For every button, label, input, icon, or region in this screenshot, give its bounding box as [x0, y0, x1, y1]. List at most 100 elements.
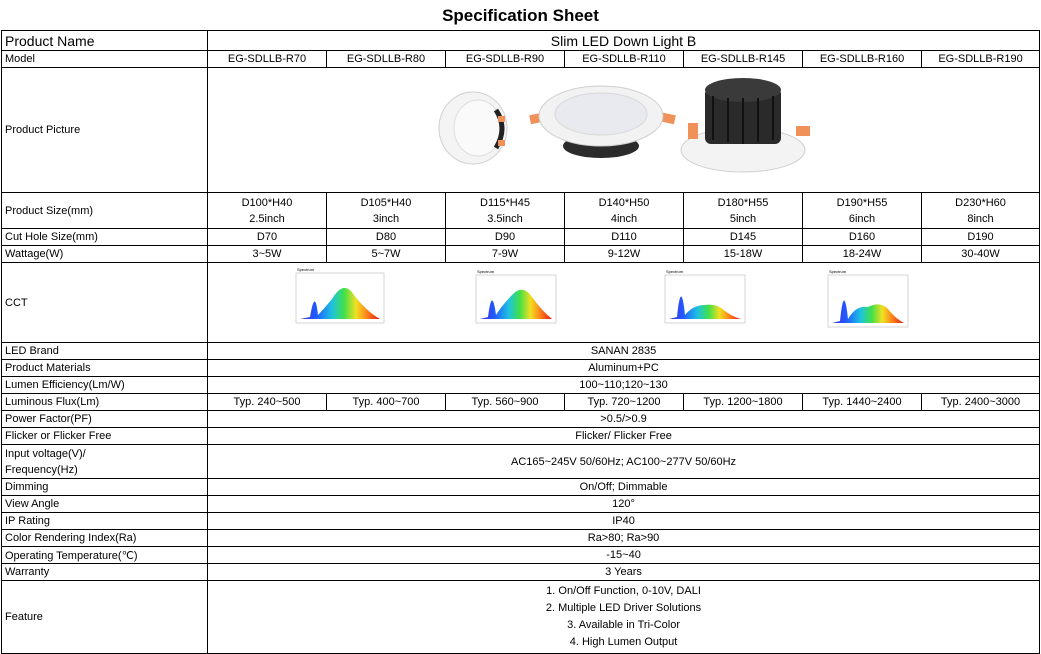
model-label: Model [1, 50, 208, 68]
size-cell: D115*H45 3.5inch [445, 192, 565, 229]
row-wattage: Wattage(W) 3~5W 5~7W 7-9W 9-12W 15-18W 1… [1, 245, 1041, 263]
view-angle-value: 120° [206, 495, 1041, 513]
row-operating-temperature: Operating Temperature(℃) -15~40 [1, 546, 1041, 564]
size-dim: D140*H50 [598, 196, 650, 209]
row-warranty: Warranty 3 Years [1, 563, 1041, 581]
size-inch: 3.5inch [487, 212, 523, 225]
model-cell: EG-SDLLB-R80 [326, 50, 446, 68]
cut-hole-cell: D80 [326, 228, 446, 246]
size-dim: D190*H55 [836, 196, 888, 209]
cut-hole-cell: D160 [802, 228, 922, 246]
power-factor-value: >0.5/>0.9 [206, 410, 1041, 428]
spectrum-title: Spectrum [666, 269, 684, 274]
ip-rating-value: IP40 [206, 512, 1041, 530]
materials-label: Product Materials [1, 359, 208, 377]
flux-cell: Typ. 560~900 [445, 393, 565, 411]
product-name-label: Product Name [1, 30, 208, 51]
row-lumen-efficiency: Lumen Efficiency(Lm/W) 100~110;120~130 [1, 376, 1041, 394]
row-luminous-flux: Luminous Flux(Lm) Typ. 240~500 Typ. 400~… [1, 393, 1041, 411]
cut-hole-cell: D90 [445, 228, 565, 246]
sheet-title: Specification Sheet [442, 6, 599, 25]
size-inch: 3inch [372, 212, 400, 225]
power-factor-label: Power Factor(PF) [1, 410, 208, 428]
size-inch: 2.5inch [249, 212, 285, 225]
row-led-brand: LED Brand SANAN 2835 [1, 342, 1041, 360]
row-input-voltage: Input voltage(V)/ Frequency(Hz) AC165~24… [1, 444, 1041, 479]
product-photos [438, 78, 810, 173]
feature-item: 2. Multiple LED Driver Solutions [545, 602, 702, 614]
row-cut-hole: Cut Hole Size(mm) D70 D80 D90 D110 D145 … [1, 228, 1041, 246]
view-angle-label: View Angle [1, 495, 208, 513]
row-model: Model EG-SDLLB-R70 EG-SDLLB-R80 EG-SDLLB… [1, 50, 1041, 68]
wattage-cell: 9-12W [564, 245, 684, 263]
size-inch: 6inch [848, 212, 876, 225]
dimming-value: On/Off; Dimmable [206, 478, 1041, 496]
size-cell: D230*H60 8inch [920, 192, 1041, 229]
spectrum-title: Spectrum [297, 267, 315, 272]
model-cell: EG-SDLLB-R160 [802, 50, 922, 68]
cut-hole-cell: D145 [683, 228, 803, 246]
wattage-cell: 3~5W [207, 245, 327, 263]
row-ip-rating: IP Rating IP40 [1, 512, 1041, 530]
row-dimming: Dimming On/Off; Dimmable [1, 478, 1041, 496]
row-product-size: Product Size(mm) D100*H40 2.5inch D105*H4… [1, 192, 1041, 229]
row-power-factor: Power Factor(PF) >0.5/>0.9 [1, 410, 1041, 428]
input-voltage-value: AC165~245V 50/60Hz; AC100~277V 50/60Hz [206, 444, 1041, 479]
product-name-value: Slim LED Down Light B [206, 30, 1041, 51]
cri-label: Color Rendering Index(Ra) [1, 529, 208, 547]
flux-cell: Typ. 720~1200 [564, 393, 684, 411]
ip-rating-label: IP Rating [1, 512, 208, 530]
luminous-flux-label: Luminous Flux(Lm) [1, 393, 208, 411]
lumen-eff-value: 100~110;120~130 [206, 376, 1041, 394]
model-cell: EG-SDLLB-R145 [683, 50, 803, 68]
led-brand-value: SANAN 2835 [206, 342, 1041, 360]
spectrum-chart-2: Spectrum [475, 269, 557, 324]
spec-table: Product Name Slim LED Down Light B Model… [1, 30, 1041, 654]
feature-item: 4. High Lumen Output [569, 636, 678, 648]
downlight-small-image [438, 91, 508, 165]
wattage-cell: 18-24W [802, 245, 922, 263]
input-voltage-label: Input voltage(V)/ Frequency(Hz) [1, 444, 208, 479]
size-inch: 5inch [729, 212, 757, 225]
size-dim: D180*H55 [717, 196, 769, 209]
row-product-name: Product Name Slim LED Down Light B [1, 30, 1041, 51]
cut-hole-cell: D70 [207, 228, 327, 246]
size-inch: 4inch [610, 212, 638, 225]
feature-item: 3. Available in Tri-Color [567, 619, 680, 631]
lumen-eff-label: Lumen Efficiency(Lm/W) [1, 376, 208, 394]
op-temp-label: Operating Temperature(℃) [1, 546, 208, 564]
wattage-label: Wattage(W) [1, 245, 208, 263]
row-product-picture: Product Picture [1, 67, 1041, 193]
wattage-cell: 15-18W [683, 245, 803, 263]
size-cell: D180*H55 5inch [683, 192, 803, 229]
row-feature: Feature 1. On/Off Function, 0-10V, DALI … [1, 580, 1041, 654]
product-picture-cell [206, 67, 1041, 193]
row-flicker: Flicker or Flicker Free Flicker/ Flicker… [1, 427, 1041, 445]
cut-hole-cell: D190 [920, 228, 1041, 246]
row-view-angle: View Angle 120° [1, 495, 1041, 513]
cct-cell: Spectrum Spectrum Spectrum Spectrum [206, 262, 1041, 343]
flux-cell: Typ. 400~700 [326, 393, 446, 411]
warranty-value: 3 Years [206, 563, 1041, 581]
wattage-cell: 5~7W [326, 245, 446, 263]
warranty-label: Warranty [1, 563, 208, 581]
input-voltage-label-line1: Input voltage(V)/ [5, 447, 86, 460]
size-cell: D190*H55 6inch [802, 192, 922, 229]
flux-cell: Typ. 2400~3000 [920, 393, 1041, 411]
spectrum-chart-1: Spectrum [295, 267, 385, 324]
spectrum-chart-4: Spectrum [827, 269, 909, 328]
size-dim: D115*H45 [480, 196, 530, 209]
wattage-cell: 30-40W [920, 245, 1041, 263]
op-temp-value: -15~40 [206, 546, 1041, 564]
model-cell: EG-SDLLB-R190 [920, 50, 1041, 68]
row-materials: Product Materials Aluminum+PC [1, 359, 1041, 377]
product-picture-label: Product Picture [1, 67, 208, 193]
input-voltage-label-line2: Frequency(Hz) [5, 463, 78, 476]
flicker-value: Flicker/ Flicker Free [206, 427, 1041, 445]
flux-cell: Typ. 1440~2400 [802, 393, 922, 411]
dimming-label: Dimming [1, 478, 208, 496]
spectrum-chart-3: Spectrum [664, 269, 746, 324]
downlight-medium-image [529, 85, 676, 158]
row-cct: CCT Spectrum [1, 262, 1041, 343]
spectrum-title: Spectrum [829, 269, 847, 274]
